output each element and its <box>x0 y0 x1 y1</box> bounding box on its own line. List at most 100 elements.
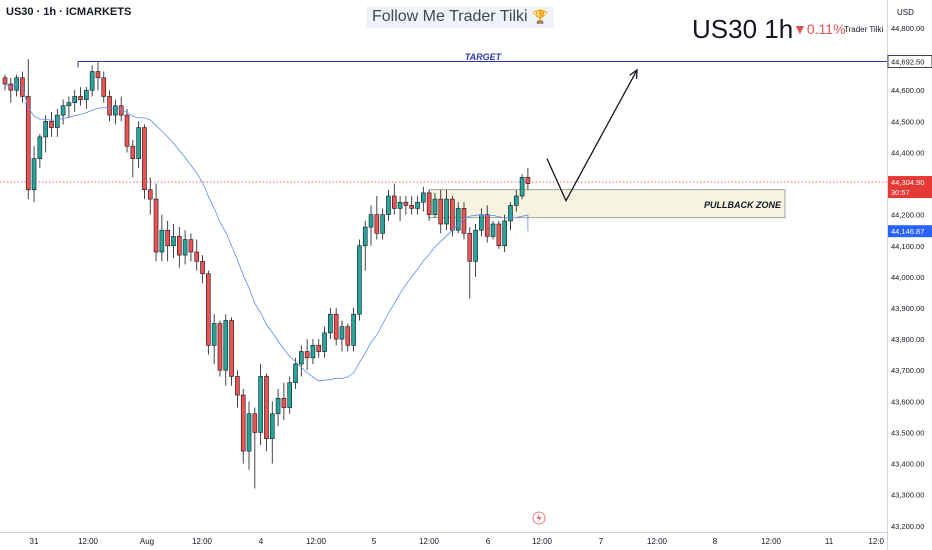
candle[interactable] <box>49 121 54 128</box>
candle[interactable] <box>136 127 141 159</box>
candle[interactable] <box>275 397 281 415</box>
candle[interactable] <box>362 226 368 247</box>
candle[interactable] <box>444 198 449 225</box>
target-price-badge[interactable] <box>887 55 932 68</box>
candle[interactable] <box>107 96 112 116</box>
candle[interactable] <box>147 189 153 200</box>
candle[interactable] <box>159 229 165 253</box>
candle[interactable] <box>194 251 200 262</box>
projection-path[interactable] <box>546 69 638 203</box>
x-tick-label: 8 <box>713 537 718 546</box>
candle[interactable] <box>31 158 37 191</box>
candle[interactable] <box>421 192 426 203</box>
candle[interactable] <box>37 136 43 159</box>
candle[interactable] <box>438 198 444 225</box>
candle[interactable] <box>461 208 467 234</box>
ma-price-badge[interactable] <box>888 225 932 238</box>
candle[interactable] <box>281 397 287 408</box>
candle[interactable] <box>211 323 217 346</box>
candle[interactable] <box>484 214 490 237</box>
candle[interactable] <box>508 205 513 222</box>
candle[interactable] <box>496 223 502 247</box>
candle[interactable] <box>316 345 322 352</box>
candle[interactable] <box>525 177 531 184</box>
candle[interactable] <box>455 208 461 231</box>
candle[interactable] <box>293 363 298 383</box>
moving-average-line[interactable] <box>4 83 529 382</box>
pullback-zone[interactable] <box>428 189 786 219</box>
candle[interactable] <box>72 96 78 103</box>
candle[interactable] <box>386 195 391 215</box>
candle[interactable] <box>124 114 130 147</box>
candle[interactable] <box>374 214 380 234</box>
candle[interactable] <box>235 376 240 396</box>
currency-label: USD <box>897 8 914 17</box>
candle[interactable] <box>84 89 89 100</box>
candle[interactable] <box>339 326 345 340</box>
candle[interactable] <box>60 105 66 116</box>
candle[interactable] <box>519 177 525 197</box>
candle[interactable] <box>177 236 182 256</box>
candle[interactable] <box>78 96 83 100</box>
candle[interactable] <box>113 105 118 116</box>
candle[interactable] <box>299 351 304 365</box>
candle[interactable] <box>403 201 409 206</box>
candle[interactable] <box>357 245 362 315</box>
candle[interactable] <box>165 229 170 247</box>
candle[interactable] <box>223 320 229 371</box>
candle[interactable] <box>25 96 31 191</box>
candle[interactable] <box>89 71 95 91</box>
candle[interactable] <box>391 195 397 209</box>
candle[interactable] <box>252 413 258 433</box>
y-tick-label: 44,200.00 <box>891 211 924 220</box>
candle[interactable] <box>310 345 316 359</box>
candle[interactable] <box>153 198 159 253</box>
candle[interactable] <box>415 201 420 209</box>
candle[interactable] <box>409 205 415 209</box>
candle[interactable] <box>200 261 205 275</box>
target-price-badge-text: 44,692.50 <box>891 57 924 66</box>
candle[interactable] <box>240 394 246 452</box>
candle[interactable] <box>397 201 403 209</box>
candle[interactable] <box>95 71 101 79</box>
candle[interactable] <box>513 195 519 206</box>
candle[interactable] <box>432 198 438 215</box>
banner-label: Follow Me Trader Tilki 🏆 <box>366 6 555 28</box>
candle[interactable] <box>479 214 484 231</box>
candle[interactable] <box>182 239 188 256</box>
candle[interactable] <box>188 239 194 253</box>
current-price-badge[interactable] <box>888 176 932 199</box>
candle[interactable] <box>322 332 327 352</box>
candle[interactable] <box>502 220 507 247</box>
candle[interactable] <box>66 102 72 107</box>
candle[interactable] <box>2 77 8 85</box>
candle[interactable] <box>269 413 275 439</box>
candle[interactable] <box>258 376 263 433</box>
candle[interactable] <box>130 145 136 159</box>
candle[interactable] <box>142 127 147 191</box>
candle[interactable] <box>217 323 223 371</box>
candle[interactable] <box>171 236 176 247</box>
candle[interactable] <box>101 77 107 97</box>
candle[interactable] <box>328 313 333 334</box>
candle[interactable] <box>264 376 269 439</box>
candle[interactable] <box>304 351 310 359</box>
candle[interactable] <box>351 313 356 346</box>
candle[interactable] <box>229 320 234 377</box>
candle[interactable] <box>473 229 478 262</box>
candle[interactable] <box>490 223 496 237</box>
candle[interactable] <box>333 313 339 340</box>
candle[interactable] <box>467 233 473 262</box>
price-axis[interactable] <box>887 0 932 550</box>
candle[interactable] <box>54 114 60 128</box>
candle[interactable] <box>345 326 351 346</box>
candle[interactable] <box>368 214 374 228</box>
candle[interactable] <box>287 382 292 408</box>
candle[interactable] <box>43 121 48 138</box>
candle[interactable] <box>426 192 432 215</box>
candle[interactable] <box>206 273 211 346</box>
candle[interactable] <box>380 214 385 234</box>
candle[interactable] <box>450 198 455 231</box>
candle[interactable] <box>246 413 252 452</box>
